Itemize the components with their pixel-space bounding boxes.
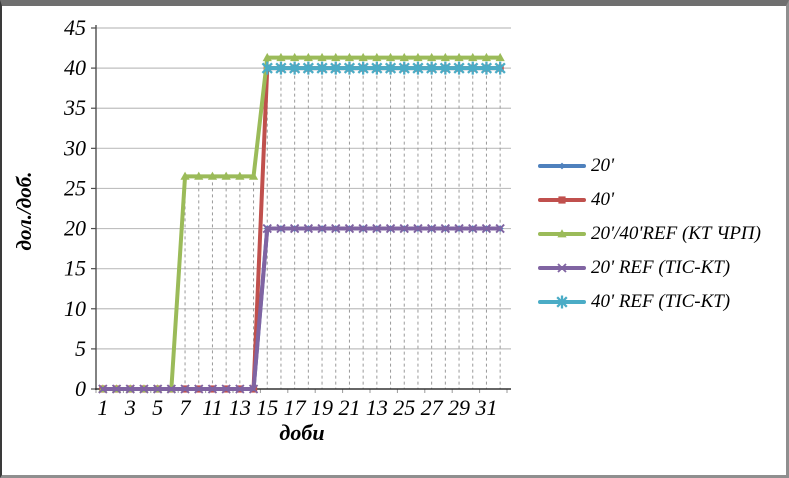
x-tick-label: 21 xyxy=(338,395,360,420)
y-tick-label: 10 xyxy=(64,296,86,321)
y-tick-label: 30 xyxy=(63,135,86,160)
x-tick-label: 5 xyxy=(152,395,163,420)
legend-label: 20' REF (ТІС-КТ) xyxy=(591,257,731,278)
x-tick-label: 1 xyxy=(97,395,108,420)
x-tick-label: 19 xyxy=(311,395,333,420)
x-axis-title: доби xyxy=(279,420,325,445)
legend-item: 20' REF (ТІС-КТ) xyxy=(538,257,761,278)
y-axis-title: дол./доб. xyxy=(12,171,36,251)
x-tick-label: 25 xyxy=(393,395,415,420)
y-tick-label: 35 xyxy=(63,95,86,120)
legend-item: 20'/40'REF (КТ ЧРП) xyxy=(538,223,761,244)
x-tick-label: 27 xyxy=(421,395,444,420)
legend-item: 20' xyxy=(538,155,761,176)
legend-marker-icon xyxy=(538,196,586,204)
x-tick-label: 7 xyxy=(180,395,192,420)
legend-marker-icon xyxy=(538,263,586,273)
legend-label: 20' xyxy=(591,155,615,176)
y-tick-label: 15 xyxy=(64,256,86,281)
legend: 20' 40' 20'/40'REF (КТ ЧРП) 20' REF (ТІС-КТ… xyxy=(538,155,761,326)
y-tick-label: 45 xyxy=(64,15,86,40)
legend-item: 40' xyxy=(538,189,761,210)
legend-marker-icon xyxy=(538,162,586,170)
x-tick-label: 13 xyxy=(229,395,251,420)
y-tick-label: 40 xyxy=(64,55,86,80)
legend-marker-icon xyxy=(538,229,586,238)
legend-label: 20'/40'REF (КТ ЧРП) xyxy=(591,223,761,244)
y-tick-label: 20 xyxy=(64,216,86,241)
x-tick-label: 29 xyxy=(448,395,470,420)
legend-label: 40' xyxy=(591,189,615,210)
y-tick-label: 25 xyxy=(64,175,86,200)
y-tick-label: 0 xyxy=(75,376,86,401)
x-tick-label: 3 xyxy=(124,395,136,420)
x-tick-label: 31 xyxy=(474,395,497,420)
legend-marker-icon xyxy=(538,295,586,309)
y-tick-label: 5 xyxy=(75,336,86,361)
legend-item: 40' REF (ТІС-КТ) xyxy=(538,291,761,312)
x-tick-label: 17 xyxy=(284,395,307,420)
x-tick-label: 15 xyxy=(256,395,278,420)
x-tick-label: 11 xyxy=(202,395,222,420)
x-tick-label: 13 xyxy=(366,395,388,420)
legend-label: 40' REF (ТІС-КТ) xyxy=(591,291,731,312)
